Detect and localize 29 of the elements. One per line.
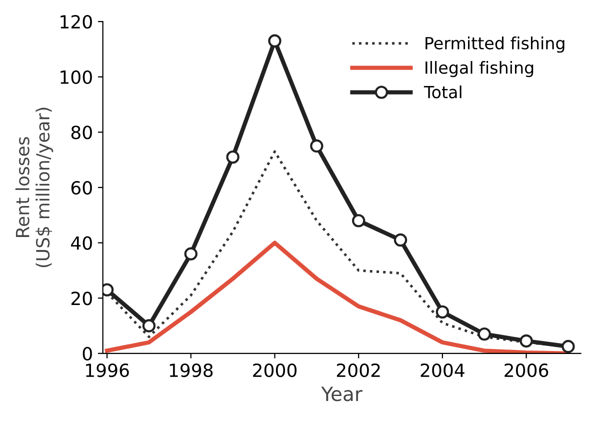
point <box>520 334 533 348</box>
x-axis-title: Year <box>321 386 362 402</box>
point <box>268 34 282 48</box>
y-tick-label: 20 <box>71 292 92 306</box>
x-tick-label: 1996 <box>86 363 129 378</box>
x-tick-label: 2006 <box>504 363 548 378</box>
y-tick-label: 40 <box>71 236 92 250</box>
point <box>562 340 575 354</box>
y-tick-label: 80 <box>71 126 92 140</box>
legend-label: Illegal fishing <box>426 61 534 78</box>
y-tick-label: 0 <box>82 346 92 361</box>
x-tick-label: 2002 <box>336 363 380 378</box>
legend-label: Permitted fishing <box>426 36 564 53</box>
x-tick-label: 2000 <box>253 363 297 378</box>
point <box>226 150 240 164</box>
x-tick-label: 1998 <box>170 363 213 378</box>
point <box>394 233 408 247</box>
point <box>352 214 366 228</box>
point <box>436 305 450 319</box>
y-tick-label: 100 <box>60 70 92 84</box>
y-tick-label: 120 <box>60 15 92 29</box>
point <box>142 319 156 332</box>
point <box>478 327 491 341</box>
x-tick-label: 2004 <box>420 363 464 378</box>
legend-label: Total <box>424 85 462 98</box>
point <box>310 139 324 153</box>
point <box>184 247 198 260</box>
y-axis-title: Rent losses (US$ million/year) <box>15 108 54 268</box>
y-tick-label: 60 <box>71 180 92 195</box>
